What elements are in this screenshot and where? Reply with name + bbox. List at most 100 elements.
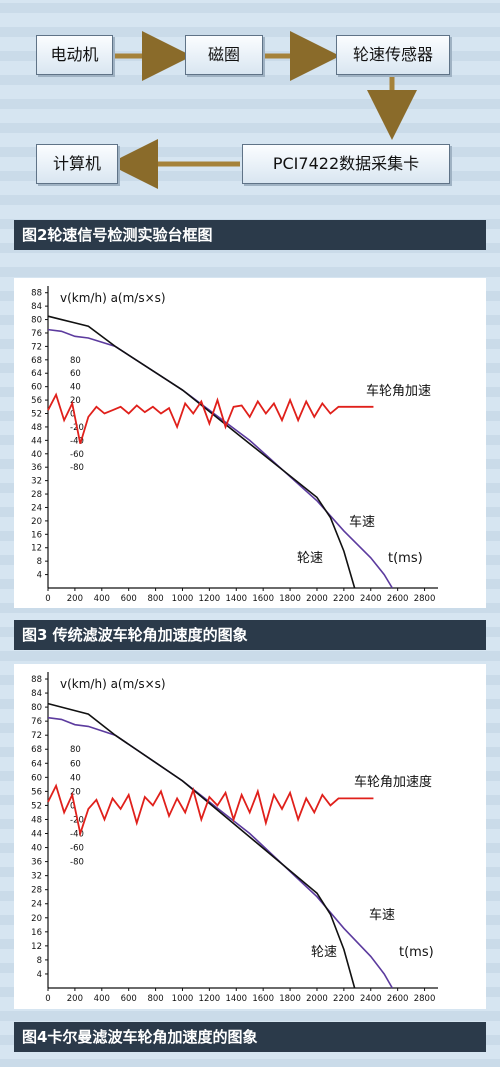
- y-tick-label: 52: [31, 410, 42, 420]
- y-tick-label: 48: [31, 815, 42, 825]
- box-coil: 磁圈: [185, 35, 263, 75]
- y-tick-label: 44: [31, 830, 42, 840]
- y-tick-label: 20: [31, 517, 42, 527]
- y-tick-label: 28: [31, 490, 42, 500]
- y-tick-label: 84: [31, 302, 42, 312]
- acc-tick-label: 80: [70, 356, 81, 366]
- y-tick-label: 72: [31, 731, 42, 741]
- wheel-speed-label: 轮速: [311, 945, 337, 960]
- acc-tick-label: -80: [70, 858, 84, 868]
- vehicle-speed-label: 车速: [349, 514, 375, 530]
- acc-tick-label: 0: [70, 801, 75, 811]
- box-motor: 电动机: [36, 35, 113, 75]
- y-tick-label: 20: [31, 914, 42, 924]
- y-tick-label: 32: [31, 872, 42, 882]
- x-tick-label: 400: [94, 594, 110, 604]
- x-tick-label: 200: [67, 594, 83, 604]
- x-tick-label: 800: [147, 994, 163, 1004]
- x-tick-label: 1600: [252, 594, 274, 604]
- x-tick-label: 600: [121, 594, 137, 604]
- acc-tick-label: -60: [70, 844, 84, 854]
- acc-tick-label: 60: [70, 369, 81, 379]
- x-tick-label: 200: [67, 994, 83, 1004]
- x-tick-label: 2400: [360, 594, 382, 604]
- acc-tick-label: 40: [70, 383, 81, 393]
- y-tick-label: 40: [31, 844, 42, 854]
- wheel-speed-line: [47, 315, 356, 589]
- acceleration-line: [47, 783, 374, 837]
- y-tick-label: 64: [31, 759, 42, 769]
- y-tick-label: 88: [31, 675, 42, 685]
- y-tick-label: 68: [31, 356, 42, 366]
- x-tick-label: 0: [45, 594, 50, 604]
- wheel-speed-label: 轮速: [297, 551, 323, 566]
- figure-3-caption: 图3 传统滤波车轮角加速度的图象: [14, 620, 486, 650]
- acceleration-line: [47, 392, 374, 444]
- y-tick-label: 60: [31, 773, 42, 783]
- figure-3-chart: 4812162024283236404448525660646872768084…: [14, 278, 486, 608]
- y-tick-label: 88: [31, 289, 42, 299]
- vehicle-speed-line: [47, 328, 393, 589]
- y-tick-label: 56: [31, 396, 42, 406]
- x-tick-label: 1800: [279, 594, 301, 604]
- y-tick-label: 72: [31, 342, 42, 352]
- x-tick-label: 2600: [387, 994, 409, 1004]
- y-tick-label: 12: [31, 544, 42, 554]
- y-tick-label: 12: [31, 942, 42, 952]
- y-tick-label: 36: [31, 858, 42, 868]
- y-tick-label: 28: [31, 886, 42, 896]
- x-tick-label: 1200: [199, 994, 221, 1004]
- vehicle-speed-label: 车速: [369, 907, 395, 923]
- x-tick-label: 1000: [172, 994, 194, 1004]
- x-axis-label: t(ms): [399, 945, 434, 960]
- y-tick-label: 80: [31, 703, 42, 713]
- acc-tick-label: 40: [70, 773, 81, 783]
- y-tick-label: 76: [31, 717, 42, 727]
- acc-tick-label: -80: [70, 463, 84, 473]
- x-tick-label: 1600: [252, 994, 274, 1004]
- x-tick-label: 2200: [333, 594, 355, 604]
- acc-tick-label: 60: [70, 759, 81, 769]
- acc-tick-label: 20: [70, 787, 81, 797]
- x-tick-label: 2800: [414, 594, 436, 604]
- acceleration-label: 车轮角加速: [366, 383, 431, 399]
- x-tick-label: 2400: [360, 994, 382, 1004]
- x-tick-label: 1800: [279, 994, 301, 1004]
- y-tick-label: 76: [31, 329, 42, 339]
- x-tick-label: 1400: [225, 594, 247, 604]
- figure-2-caption: 图2轮速信号检测实验台框图: [14, 220, 486, 250]
- figure-4-chart: 4812162024283236404448525660646872768084…: [14, 664, 486, 1009]
- y-tick-label: 24: [31, 503, 42, 513]
- figure-2-panel: 电动机 磁圈 轮速传感器 PCI7422数据采集卡 计算机 图2轮速信号检测实验…: [0, 0, 500, 250]
- y-tick-label: 16: [31, 928, 42, 938]
- y-axis-label: v(km/h) a(m/s×s): [60, 291, 166, 305]
- acc-tick-label: 20: [70, 396, 81, 406]
- y-tick-label: 80: [31, 316, 42, 326]
- acc-tick-label: 0: [70, 410, 75, 420]
- y-tick-label: 40: [31, 450, 42, 460]
- acc-tick-label: 80: [70, 745, 81, 755]
- y-tick-label: 32: [31, 477, 42, 487]
- box-computer: 计算机: [36, 144, 118, 184]
- y-tick-label: 84: [31, 689, 42, 699]
- x-tick-label: 1200: [199, 594, 221, 604]
- y-tick-label: 4: [37, 571, 42, 581]
- y-tick-label: 48: [31, 423, 42, 433]
- y-axis-label: v(km/h) a(m/s×s): [60, 677, 166, 691]
- y-tick-label: 24: [31, 900, 42, 910]
- x-tick-label: 600: [121, 994, 137, 1004]
- x-axis-label: t(ms): [388, 551, 423, 566]
- x-tick-label: 2000: [306, 594, 328, 604]
- acc-tick-label: -40: [70, 830, 84, 840]
- y-tick-label: 56: [31, 787, 42, 797]
- flow-arrows: [108, 31, 417, 189]
- y-tick-label: 52: [31, 801, 42, 811]
- x-tick-label: 2200: [333, 994, 355, 1004]
- acc-tick-label: -60: [70, 450, 84, 460]
- x-tick-label: 2600: [387, 594, 409, 604]
- x-tick-label: 0: [45, 994, 50, 1004]
- x-tick-label: 800: [147, 594, 163, 604]
- y-tick-label: 64: [31, 369, 42, 379]
- figure-4-caption: 图4卡尔曼滤波车轮角加速度的图象: [14, 1022, 486, 1052]
- wheel-speed-line: [47, 702, 356, 989]
